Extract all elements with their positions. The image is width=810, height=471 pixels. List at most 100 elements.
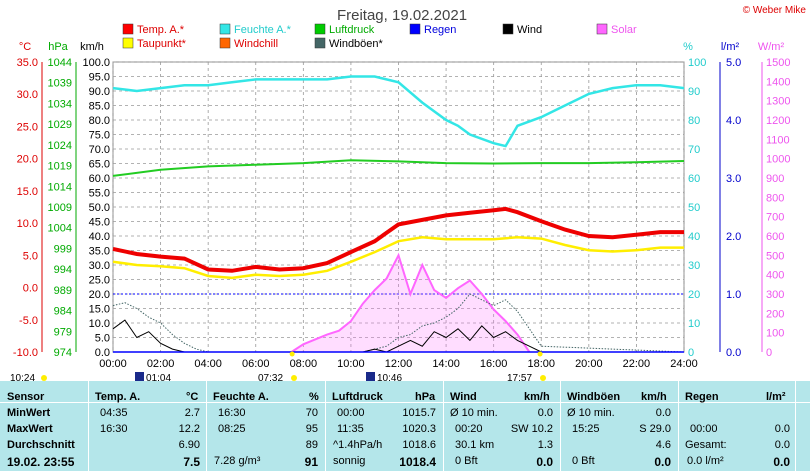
x-tick-label: 04:00 bbox=[194, 358, 222, 370]
row-max-label: MaxWert bbox=[7, 423, 53, 435]
wind-tick-label: 95.0 bbox=[89, 72, 110, 84]
max-press-value: 1020.3 bbox=[402, 423, 436, 435]
legend-wind-label: Wind bbox=[517, 24, 542, 36]
marker-left-time: 10:24 bbox=[10, 373, 35, 381]
solar-tick-label: 1400 bbox=[766, 76, 790, 88]
cur-hum-abs: 7.28 g/m³ bbox=[214, 455, 261, 467]
wind-tick-label: 15.0 bbox=[89, 304, 110, 316]
avg-temp-value: 6.90 bbox=[178, 439, 200, 451]
x-tick-label: 12:00 bbox=[385, 358, 413, 370]
hum-tick-label: 100 bbox=[688, 57, 706, 69]
legend-humidity-swatch bbox=[219, 23, 231, 35]
solar-tick-label: 400 bbox=[766, 270, 784, 282]
press-tick-label: 1004 bbox=[48, 223, 72, 235]
x-tick-label: 20:00 bbox=[575, 358, 603, 370]
marker-time: 01:04 bbox=[146, 373, 171, 381]
hum-tick-label: 20 bbox=[688, 289, 700, 301]
row-min-label: MinWert bbox=[7, 407, 51, 419]
max-gust-value: S 29.0 bbox=[639, 423, 671, 435]
cur-wind-bft: 0 Bft bbox=[455, 455, 478, 467]
temp-tick-label: 35.0 bbox=[17, 57, 38, 69]
wind-tick-label: 30.0 bbox=[89, 260, 110, 272]
press-axis-unit: hPa bbox=[48, 41, 68, 53]
gust-series-line bbox=[112, 293, 685, 353]
legend-temp-label: Temp. A.* bbox=[137, 24, 185, 36]
avg-press-trend: ^1.4hPa/h bbox=[333, 439, 383, 451]
solar-series-line bbox=[290, 252, 531, 353]
avg-hum-value: 89 bbox=[305, 439, 318, 451]
sun-icon bbox=[291, 375, 297, 381]
x-tick-label: 00:00 bbox=[99, 358, 127, 370]
x-tick-label: 02:00 bbox=[147, 358, 175, 370]
max-hum-time: 08:25 bbox=[218, 423, 246, 435]
solar-tick-label: 1500 bbox=[766, 57, 790, 69]
avg-rain-label: Gesamt: bbox=[685, 439, 727, 451]
wind-tick-label: 5.0 bbox=[95, 333, 110, 345]
press-tick-label: 1019 bbox=[48, 161, 72, 173]
wind-tick-label: 0.0 bbox=[95, 347, 110, 359]
legend-rain-label: Regen bbox=[424, 24, 456, 36]
x-tick-label: 16:00 bbox=[480, 358, 508, 370]
x-tick-label: 24:00 bbox=[670, 358, 698, 370]
stats-table: Sensor Temp. A. °C Feuchte A. % Luftdruc… bbox=[0, 381, 810, 471]
sun-icon bbox=[540, 375, 546, 381]
max-gust-time: 15:25 bbox=[572, 423, 600, 435]
legend-rain-swatch bbox=[409, 23, 421, 35]
max-temp-time: 16:30 bbox=[100, 423, 128, 435]
wind-tick-label: 75.0 bbox=[89, 130, 110, 142]
cur-wind-value: 0.0 bbox=[536, 455, 553, 469]
solar-tick-label: 1100 bbox=[766, 134, 790, 146]
humidity-series-line bbox=[112, 75, 685, 148]
min-hum-time: 16:30 bbox=[218, 407, 246, 419]
solar-tick-label: 600 bbox=[766, 231, 784, 243]
legend-windchill-swatch bbox=[219, 37, 231, 49]
wind-tick-label: 90.0 bbox=[89, 86, 110, 98]
min-gust-value: 0.0 bbox=[655, 407, 671, 419]
temp-tick-label: 5.0 bbox=[23, 250, 38, 262]
hum-tick-label: 60 bbox=[688, 173, 700, 185]
solar-tick-label: 200 bbox=[766, 308, 784, 320]
cur-rain-value: 0.0 bbox=[773, 455, 790, 469]
cur-press-forecast: sonnig bbox=[333, 455, 366, 467]
solar-tick-label: 1000 bbox=[766, 154, 790, 166]
solar-tick-label: 700 bbox=[766, 212, 784, 224]
min-hum-value: 70 bbox=[305, 407, 318, 419]
header-wind-unit: km/h bbox=[524, 391, 550, 403]
press-tick-label: 1044 bbox=[48, 57, 72, 69]
max-wind-value: SW 10.2 bbox=[510, 423, 553, 435]
wind-tick-label: 100.0 bbox=[82, 57, 110, 69]
x-tick-label: 08:00 bbox=[290, 358, 318, 370]
min-gust-time: Ø 10 min. bbox=[567, 407, 615, 419]
press-tick-label: 1014 bbox=[48, 181, 72, 193]
rain-tick-label: 4.0 bbox=[726, 115, 741, 127]
dewpoint-series-line bbox=[112, 236, 684, 280]
temp-tick-label: 0.0 bbox=[23, 283, 38, 295]
header-gust-unit: km/h bbox=[641, 391, 667, 403]
rain-axis-unit: l/m² bbox=[721, 41, 740, 53]
min-wind-time: Ø 10 min. bbox=[450, 407, 498, 419]
sunset-dot bbox=[537, 351, 543, 357]
press-tick-label: 979 bbox=[54, 326, 72, 338]
wind-axis-unit: km/h bbox=[80, 41, 104, 53]
press-tick-label: 974 bbox=[54, 347, 72, 359]
wind-series-line bbox=[112, 319, 684, 353]
weather-chart: Freitag, 19.02.2021 © Weber Mike Temp. A.*… bbox=[10, 5, 806, 381]
temp-tick-label: 10.0 bbox=[17, 218, 38, 230]
hum-tick-label: 50 bbox=[688, 202, 700, 214]
min-temp-value: 2.7 bbox=[184, 407, 200, 419]
max-rain-time: 00:00 bbox=[690, 423, 718, 435]
min-press-time: 00:00 bbox=[337, 407, 365, 419]
min-press-value: 1015.7 bbox=[402, 407, 436, 419]
wind-tick-label: 60.0 bbox=[89, 173, 110, 185]
moon-icon bbox=[135, 372, 144, 381]
cur-hum-value: 91 bbox=[304, 455, 318, 469]
wind-tick-label: 80.0 bbox=[89, 115, 110, 127]
chart-title: Freitag, 19.02.2021 bbox=[337, 7, 467, 24]
x-tick-label: 14:00 bbox=[432, 358, 460, 370]
wind-tick-label: 25.0 bbox=[89, 275, 110, 287]
header-rain: Regen bbox=[685, 391, 719, 403]
solar-tick-label: 1200 bbox=[766, 115, 790, 127]
hum-tick-label: 40 bbox=[688, 231, 700, 243]
temp-tick-label: 25.0 bbox=[17, 121, 38, 133]
temp-tick-label: -10.0 bbox=[13, 347, 38, 359]
